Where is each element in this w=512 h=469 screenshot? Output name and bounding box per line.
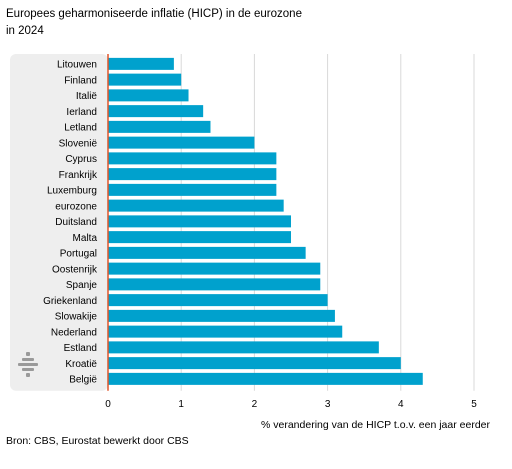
bar bbox=[108, 262, 321, 275]
bars bbox=[108, 57, 423, 385]
bar bbox=[108, 73, 182, 86]
bar bbox=[108, 136, 255, 149]
category-label: Ierland bbox=[66, 107, 97, 118]
bar bbox=[108, 294, 328, 307]
chart-title-line2: in 2024 bbox=[6, 25, 44, 37]
category-label: Letland bbox=[64, 123, 97, 134]
category-label: Slowakije bbox=[55, 312, 98, 323]
category-label: eurozone bbox=[55, 201, 97, 212]
category-labels: Litouwen Finland Italië Ierland Letland Slove… bbox=[43, 60, 98, 386]
bar bbox=[108, 105, 204, 118]
category-label: Portugal bbox=[60, 249, 97, 260]
category-label: Kroatië bbox=[65, 359, 97, 370]
x-tick-label: 5 bbox=[471, 399, 477, 410]
bar bbox=[108, 246, 306, 259]
bar bbox=[108, 278, 321, 291]
x-tick-label: 2 bbox=[252, 399, 258, 410]
category-label: Italië bbox=[76, 91, 98, 102]
x-tick-label: 4 bbox=[398, 399, 404, 410]
bar bbox=[108, 89, 189, 102]
category-label: Malta bbox=[73, 233, 98, 244]
bar bbox=[108, 199, 284, 212]
category-label: Nederland bbox=[51, 327, 97, 338]
bar bbox=[108, 215, 291, 228]
bar bbox=[108, 120, 211, 133]
x-tick-label: 1 bbox=[178, 399, 184, 410]
category-label: Oostenrijk bbox=[52, 264, 98, 275]
category-label-panel bbox=[10, 54, 108, 391]
source-note: Bron: CBS, Eurostat bewerkt door CBS bbox=[6, 435, 189, 447]
bar bbox=[108, 341, 379, 354]
cbs-logo-icon bbox=[18, 352, 38, 377]
x-axis-label: % verandering van de HICP t.o.v. een jaa… bbox=[261, 419, 490, 431]
bar bbox=[108, 231, 291, 244]
x-tick-label: 3 bbox=[325, 399, 331, 410]
bar bbox=[108, 309, 335, 322]
bar bbox=[108, 152, 277, 165]
category-label: Finland bbox=[64, 75, 97, 86]
category-label: Frankrijk bbox=[59, 170, 98, 181]
category-label: Duitsland bbox=[55, 217, 97, 228]
bar bbox=[108, 183, 277, 196]
bar bbox=[108, 357, 401, 370]
bar bbox=[108, 168, 277, 181]
category-label: Griekenland bbox=[43, 296, 97, 307]
bar bbox=[108, 57, 174, 70]
bar bbox=[108, 372, 423, 385]
category-label: Spanje bbox=[66, 280, 98, 291]
category-label: Litouwen bbox=[57, 60, 97, 71]
category-label: Estland bbox=[64, 343, 97, 354]
bar bbox=[108, 325, 343, 338]
category-label: Slovenië bbox=[59, 138, 98, 149]
category-label: Luxemburg bbox=[47, 186, 97, 197]
x-tick-label: 0 bbox=[105, 399, 111, 410]
category-label: België bbox=[69, 375, 97, 386]
chart-title-line1: Europees geharmoniseerde inflatie (HICP)… bbox=[6, 8, 302, 20]
category-label: Cyprus bbox=[65, 154, 97, 165]
x-tick-labels: 0 1 2 3 4 5 bbox=[105, 399, 477, 410]
chart-title: Europees geharmoniseerde inflatie (HICP)… bbox=[6, 6, 486, 40]
